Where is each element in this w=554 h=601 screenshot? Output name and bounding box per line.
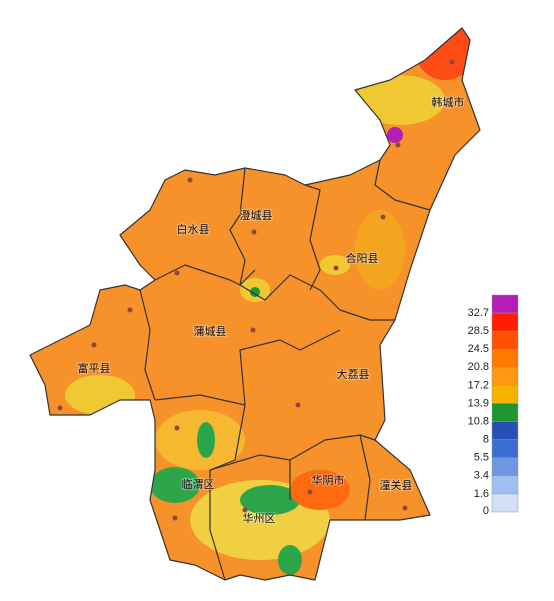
county-label: 富平县 [78,361,111,375]
legend-label: 24.5 [468,343,489,355]
county-label: 韩城市 [432,95,465,109]
county-label: 华州区 [243,511,276,525]
legend-label: 28.5 [468,325,489,337]
legend-swatch [491,294,519,314]
legend-swatch [491,493,519,513]
legend-label: 0 [483,505,489,517]
legend-swatch [491,439,519,458]
legend-label: 10.8 [468,415,489,427]
county-label: 澄城县 [240,208,273,222]
county-label: 白水县 [177,222,210,236]
legend-label: 20.8 [468,361,489,373]
legend-swatch [491,475,519,495]
legend-swatch [491,385,519,404]
county-label: 潼关县 [380,478,413,492]
legend-label: 8 [483,434,489,446]
legend-label: 32.7 [468,307,489,319]
county-label: 合阳县 [346,251,379,265]
legend-swatch [491,330,519,350]
legend-label: 3.4 [474,470,489,482]
county-label: 临渭区 [182,477,215,491]
legend-swatch [491,349,519,368]
county-label: 蒲城县 [194,324,227,338]
legend-label: 17.2 [468,379,489,391]
legend-swatch [491,367,519,386]
legend-swatch [491,421,519,440]
county-label: 大荔县 [337,367,370,381]
legend-label: 13.9 [468,397,489,409]
county-label: 华阴市 [312,473,345,487]
stations [57,59,455,521]
legend-swatch [491,312,519,332]
legend-swatch [491,403,519,422]
legend-swatch [491,457,519,477]
county-borders [139,159,431,581]
legend-label: 1.6 [474,488,489,500]
legend-label: 5.5 [474,452,489,464]
